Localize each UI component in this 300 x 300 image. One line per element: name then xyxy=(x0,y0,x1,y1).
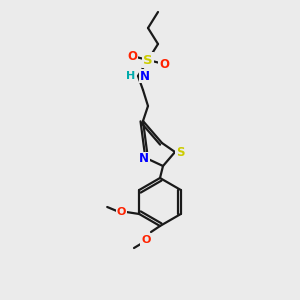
Text: O: O xyxy=(141,235,151,245)
Text: O: O xyxy=(159,58,169,70)
Text: O: O xyxy=(127,50,137,62)
Text: S: S xyxy=(143,53,153,67)
Text: S: S xyxy=(176,146,184,158)
Text: N: N xyxy=(139,152,149,166)
Text: N: N xyxy=(140,70,150,83)
Text: O: O xyxy=(116,207,126,217)
Text: H: H xyxy=(126,71,135,81)
